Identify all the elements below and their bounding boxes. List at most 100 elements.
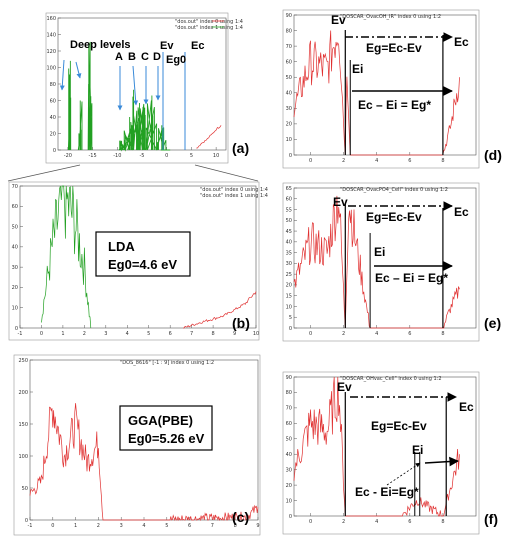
panel-f-ec-label: Ec [459,400,474,414]
panel-d-frame [282,9,480,169]
x-tick-label: 0 [309,519,312,525]
y-tick-label: 10 [12,306,18,312]
y-tick-label: 60 [286,197,292,203]
panel-d-ev-label: Ev [331,13,346,27]
x-tick-label: 3 [104,331,107,337]
x-tick-label: 0 [40,331,43,337]
x-tick-label: 8 [234,523,237,529]
panel-d-eq2: Ec – Ei = Eg* [358,98,431,112]
x-tick-label: 5 [190,153,193,159]
y-tick-label: 10 [286,304,292,310]
panel-d-dos-line [293,30,460,156]
y-tick-label: 5 [289,315,292,321]
y-tick-label: 20 [286,483,292,489]
y-tick-label: 140 [46,32,56,38]
y-tick-label: 40 [286,240,292,246]
panel-e-ei-label: Ei [374,245,385,259]
panel-d-plot: 0 10 20 30 40 50 60 70 80 90 0 2 4 6 8 [286,13,477,164]
panel-f: 0 10 20 30 40 50 60 70 80 90 0 2 4 6 8 "DOSCAR_OHvac_C… [282,371,498,535]
panel-f-dos-line [293,376,460,517]
panel-a-valence-peak [87,41,93,151]
panel-b-method-label: LDA [108,239,135,254]
y-tick-label: 65 [286,186,292,192]
y-tick-label: 150 [18,422,28,428]
y-tick-label: 80 [50,82,56,88]
panel-e-ev-label: Ev [333,195,348,209]
panel-c-dos-line [29,403,259,522]
x-tick-label: 0 [51,523,54,529]
y-tick-label: 60 [286,59,292,65]
x-tick-label: 0 [309,331,312,337]
panel-d-legend-1: "DOSCAR_OvacOH_IR" index 0 using 1:2 [340,14,441,20]
panel-a-valence-peak [136,107,146,151]
y-tick-label: 200 [18,390,28,396]
panel-a-label-Ev: Ev [160,40,174,52]
y-tick-label: 30 [12,265,18,271]
panel-e-ec-label: Ec [454,205,469,219]
y-tick-label: 45 [286,229,292,235]
panel-d-eq1: Eg=Ec-Ev [366,41,422,55]
y-tick-label: 35 [286,250,292,256]
y-tick-label: 20 [286,283,292,289]
y-tick-label: 70 [286,44,292,50]
x-tick-label: -1 [18,331,23,337]
y-tick-label: 250 [18,358,28,364]
x-tick-label: -1 [28,523,33,529]
x-tick-label: -20 [64,153,72,159]
panel-a-blue-arrow [132,65,139,106]
x-tick-label: 0 [309,158,312,164]
y-tick-label: 50 [286,75,292,81]
panel-f-ei-label: Ei [412,443,423,457]
y-tick-label: 100 [18,454,28,460]
panel-b-legend-2: "dos.out" index 1 using 1:4 [200,193,268,199]
panel-d-tag: (d) [484,147,502,163]
panel-a-tag: (a) [232,140,249,156]
panel-c-method-box [119,405,213,451]
panel-b-legend-1: "dos.out" index 0 using 1:4 [200,187,268,193]
x-tick-label: -5 [140,153,145,159]
panel-f-legend-1: "DOSCAR_OHvac_Cell" index 0 using 1:2 [340,376,442,382]
y-tick-label: 40 [286,452,292,458]
x-tick-label: 10 [253,331,259,337]
y-tick-label: 10 [286,498,292,504]
x-tick-label: 3 [120,523,123,529]
y-tick-label: 60 [286,421,292,427]
x-tick-label: 6 [408,331,411,337]
panel-a-valence-peak [67,60,72,151]
panel-a-plot: 0 20 40 60 80 100 120 140 160 -20 -15 -10 -5 0 5 10 [46,16,227,159]
y-tick-label: 15 [286,293,292,299]
x-tick-label: -15 [89,153,97,159]
y-tick-label: 40 [12,245,18,251]
x-tick-label: 2 [342,519,345,525]
panel-e-tag: (e) [484,315,501,331]
panel-a-blue-arrow [75,61,82,79]
panel-b-gap-label: Eg0=4.6 eV [108,257,177,272]
panel-a: 0 20 40 60 80 100 120 140 160 -20 -15 -10 -5 0 5 10 "do… [45,12,249,164]
x-tick-label: 2 [342,158,345,164]
panel-a-label-Ec: Ec [191,40,204,52]
panel-e-dos-line [293,195,460,329]
panel-b-conduction-line [183,291,257,329]
x-tick-label: 8 [441,158,444,164]
x-tick-label: 10 [213,153,219,159]
y-tick-label: 30 [286,467,292,473]
panel-e-eq1: Eg=Ec-Ev [366,210,422,224]
panel-a-label-Eg0: Eg0 [166,54,186,66]
y-tick-label: 30 [286,106,292,112]
x-tick-label: 6 [408,158,411,164]
x-tick-label: 8 [441,519,444,525]
y-tick-label: 0 [53,148,56,154]
panel-e-plot: 0 5 10 15 20 25 30 35 40 45 50 55 60 65 0 2 4 6 8 [286,186,477,337]
y-tick-label: 60 [50,98,56,104]
panel-a-valence-peak [77,100,83,151]
x-tick-label: 7 [211,523,214,529]
x-tick-label: 6 [408,519,411,525]
panel-c-legend-1: "DOS_8616" [-1 : 9] index 0 using 1:2 [120,360,214,366]
y-tick-label: 20 [286,122,292,128]
x-tick-label: 4 [375,519,378,525]
y-tick-label: 0 [289,514,292,520]
x-tick-label: 4 [126,331,129,337]
